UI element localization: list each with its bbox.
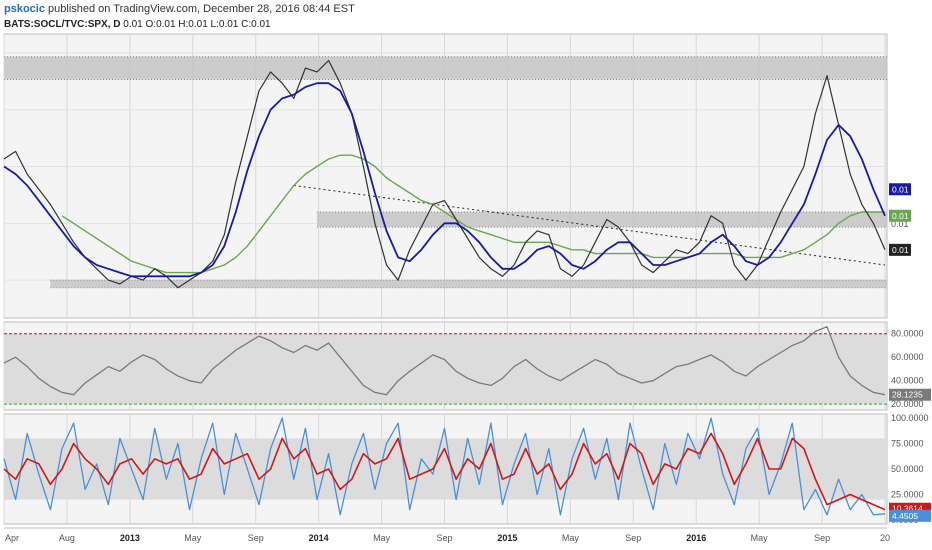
- price-series-sma-short: [3, 82, 886, 278]
- price-tag-box: [889, 209, 911, 222]
- time-axis-label: May: [373, 533, 391, 543]
- price-tag-box: [889, 243, 911, 256]
- stoch-tick-label: 50.0000: [891, 464, 924, 474]
- time-axis-label: 2013: [120, 533, 140, 543]
- price-tag-box: [889, 183, 911, 196]
- stoch-k-line: [3, 417, 886, 516]
- publish-line: pskocic published on TradingView.com, De…: [4, 3, 355, 15]
- rsi-band: [4, 333, 887, 405]
- time-axis-label: Apr: [5, 533, 19, 543]
- time-axis-label: Sep: [248, 533, 264, 543]
- stoch-k-last-value: 4.4505: [892, 511, 918, 521]
- stoch-d-line: [3, 432, 886, 511]
- time-axis-label: May: [562, 533, 580, 543]
- stoch-tick-label: 75.0000: [891, 439, 924, 449]
- symbol-name[interactable]: BATS:SOCL/TVC:SPX, D: [4, 19, 121, 30]
- rsi-last-value-box: [889, 388, 931, 401]
- rsi-series-line: [3, 326, 886, 396]
- rsi-tick-label: 40.0000: [891, 376, 924, 386]
- publish-info: published on TradingView.com, December 2…: [48, 3, 355, 15]
- time-axis-label: 2014: [309, 533, 329, 543]
- time-axis-label: Sep: [814, 533, 830, 543]
- time-axis-label: 20: [880, 533, 890, 543]
- middle-zone: [316, 211, 888, 228]
- price-tag-label: 0.01: [892, 184, 909, 194]
- stoch-d-last-value: 10.3614: [892, 504, 923, 514]
- time-axis-label: Sep: [436, 533, 452, 543]
- price-tag-label: 0.01: [892, 211, 909, 221]
- rsi-tick-label: 20.0000: [891, 399, 924, 409]
- price-tag-label: 0.01: [892, 245, 909, 255]
- price-series-line: [3, 59, 886, 289]
- rsi-last-value: 28.1235: [892, 390, 923, 400]
- time-axis-label: May: [751, 533, 769, 543]
- rsi-tick-label: 80.0000: [891, 329, 924, 339]
- resistance-zone: [4, 56, 887, 80]
- chart-header: pskocic published on TradingView.com, De…: [0, 0, 932, 34]
- stoch-tick-label: 100.0000: [891, 413, 929, 423]
- ohlc-values: 0.01 O:0.01 H:0.01 L:0.01 C:0.01: [123, 19, 271, 30]
- stoch-k-last-box: [889, 509, 931, 522]
- stoch-band: [4, 438, 887, 500]
- stoch-tick-label: 25.0000: [891, 489, 924, 499]
- price-axis-label: 0.01: [891, 219, 909, 229]
- rsi-tick-label: 60.0000: [891, 352, 924, 362]
- author-link[interactable]: pskocic: [4, 3, 45, 15]
- symbol-line: BATS:SOCL/TVC:SPX, D 0.01 O:0.01 H:0.01 …: [4, 19, 271, 30]
- support-zone: [50, 280, 888, 288]
- time-axis-label: Aug: [59, 533, 75, 543]
- time-axis-label: 2016: [686, 533, 706, 543]
- time-axis-label: 2015: [497, 533, 517, 543]
- stoch-d-last-box: [889, 502, 931, 515]
- panel-background: [3, 33, 888, 319]
- time-axis-label: Sep: [625, 533, 641, 543]
- time-axis-label: May: [184, 533, 202, 543]
